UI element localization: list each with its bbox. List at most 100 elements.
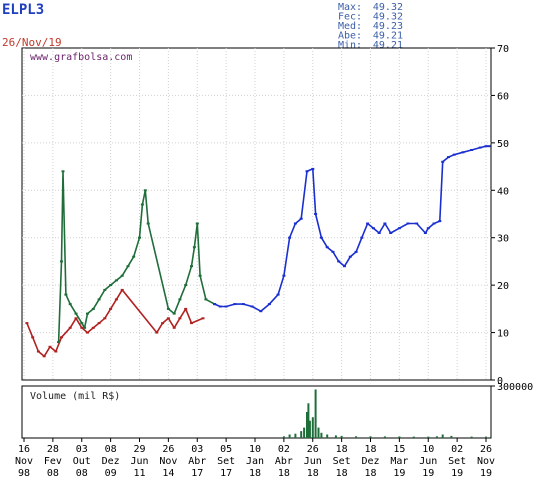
- price-point: [161, 322, 165, 325]
- price-point: [91, 326, 95, 329]
- price-point: [213, 303, 217, 306]
- x-tick-label: 11: [133, 468, 145, 479]
- price-point: [146, 222, 150, 225]
- x-tick-label: 14: [162, 468, 174, 479]
- price-point: [74, 312, 78, 315]
- x-tick-label: 03: [191, 444, 203, 455]
- price-point: [426, 227, 430, 230]
- x-tick-label: 05: [220, 444, 232, 455]
- volume-bar: [412, 436, 415, 438]
- stat-label: Fec:: [338, 12, 362, 23]
- volume-title: Volume (mil R$): [30, 391, 120, 402]
- volume-bar: [300, 431, 303, 438]
- volume-bar: [383, 436, 386, 438]
- price-point: [250, 305, 254, 308]
- volume-bar: [340, 435, 343, 438]
- x-tick-label: 18: [364, 444, 376, 455]
- price-point: [293, 222, 297, 225]
- price-point: [83, 326, 87, 329]
- price-plot-area: [21, 47, 492, 381]
- price-point: [218, 305, 222, 308]
- price-point: [114, 279, 118, 282]
- y-tick-label: 60: [497, 91, 509, 102]
- x-tick-label: Nov: [159, 456, 177, 467]
- price-point: [143, 189, 147, 192]
- price-point: [120, 288, 124, 291]
- x-tick-label: 17: [220, 468, 232, 479]
- volume-bar: [369, 436, 372, 438]
- volume-bar: [435, 436, 438, 438]
- price-point: [224, 305, 228, 308]
- x-tick-label: Set: [448, 456, 466, 467]
- stat-value: 49.32: [373, 12, 403, 23]
- price-point: [241, 303, 245, 306]
- price-point: [60, 260, 63, 263]
- price-point: [319, 236, 323, 239]
- price-point: [201, 317, 205, 320]
- x-tick-label: 17: [191, 468, 203, 479]
- price-point: [406, 222, 410, 225]
- x-tick-label: 18: [307, 468, 319, 479]
- price-point: [325, 246, 329, 249]
- price-point: [267, 303, 271, 306]
- y-tick-label: 50: [497, 139, 509, 150]
- price-point: [184, 307, 188, 310]
- price-point: [48, 345, 52, 348]
- stat-value: 49.23: [373, 21, 403, 32]
- price-point: [68, 303, 72, 306]
- price-point: [423, 232, 427, 234]
- price-point: [432, 222, 436, 225]
- price-point: [120, 274, 124, 277]
- volume-bar: [427, 436, 430, 438]
- x-tick-label: 02: [451, 444, 463, 455]
- price-point: [138, 236, 141, 239]
- price-point: [452, 153, 456, 156]
- x-tick-label: 98: [18, 468, 30, 479]
- price-point: [204, 298, 208, 301]
- price-point: [155, 331, 159, 334]
- price-point: [337, 260, 341, 263]
- volume-bar: [326, 434, 329, 438]
- volume-bar: [320, 432, 323, 438]
- price-point: [389, 232, 393, 234]
- volume-bar: [355, 436, 358, 438]
- x-tick-label: Abr: [188, 456, 206, 467]
- x-tick-label: Jun: [130, 456, 148, 467]
- price-point: [109, 307, 113, 310]
- x-tick-label: 26: [480, 444, 492, 455]
- price-point: [288, 236, 292, 239]
- price-point: [282, 274, 286, 277]
- volume-bar: [470, 436, 473, 438]
- price-point: [31, 336, 35, 339]
- x-tick-label: 18: [336, 468, 348, 479]
- price-point: [178, 298, 182, 301]
- price-point: [343, 265, 346, 268]
- stat-label: Abe:: [338, 31, 362, 42]
- price-point: [447, 156, 450, 159]
- x-tick-label: 19: [451, 468, 463, 479]
- price-point: [314, 213, 318, 215]
- volume-bar: [450, 435, 453, 438]
- volume-bar: [485, 436, 487, 438]
- price-point: [311, 167, 315, 170]
- price-point: [299, 217, 303, 220]
- price-point: [166, 317, 170, 320]
- volume-bar: [294, 433, 297, 438]
- price-point: [438, 220, 442, 223]
- price-point: [190, 265, 193, 268]
- price-point: [126, 265, 130, 268]
- x-tick-label: 19: [480, 468, 492, 479]
- price-point: [140, 203, 144, 206]
- stat-label: Max:: [338, 2, 362, 13]
- price-point: [487, 145, 491, 148]
- x-tick-label: Abr: [275, 456, 293, 467]
- volume-chart: Volume (mil R$) 300000: [21, 382, 533, 439]
- x-tick-label: 03: [76, 444, 88, 455]
- price-point: [54, 350, 58, 353]
- volume-bar: [311, 417, 314, 438]
- x-tick-label: 26: [162, 444, 174, 455]
- x-tick-label: 08: [105, 444, 117, 455]
- x-tick-label: Dez: [361, 456, 379, 467]
- volume-bar: [282, 436, 285, 438]
